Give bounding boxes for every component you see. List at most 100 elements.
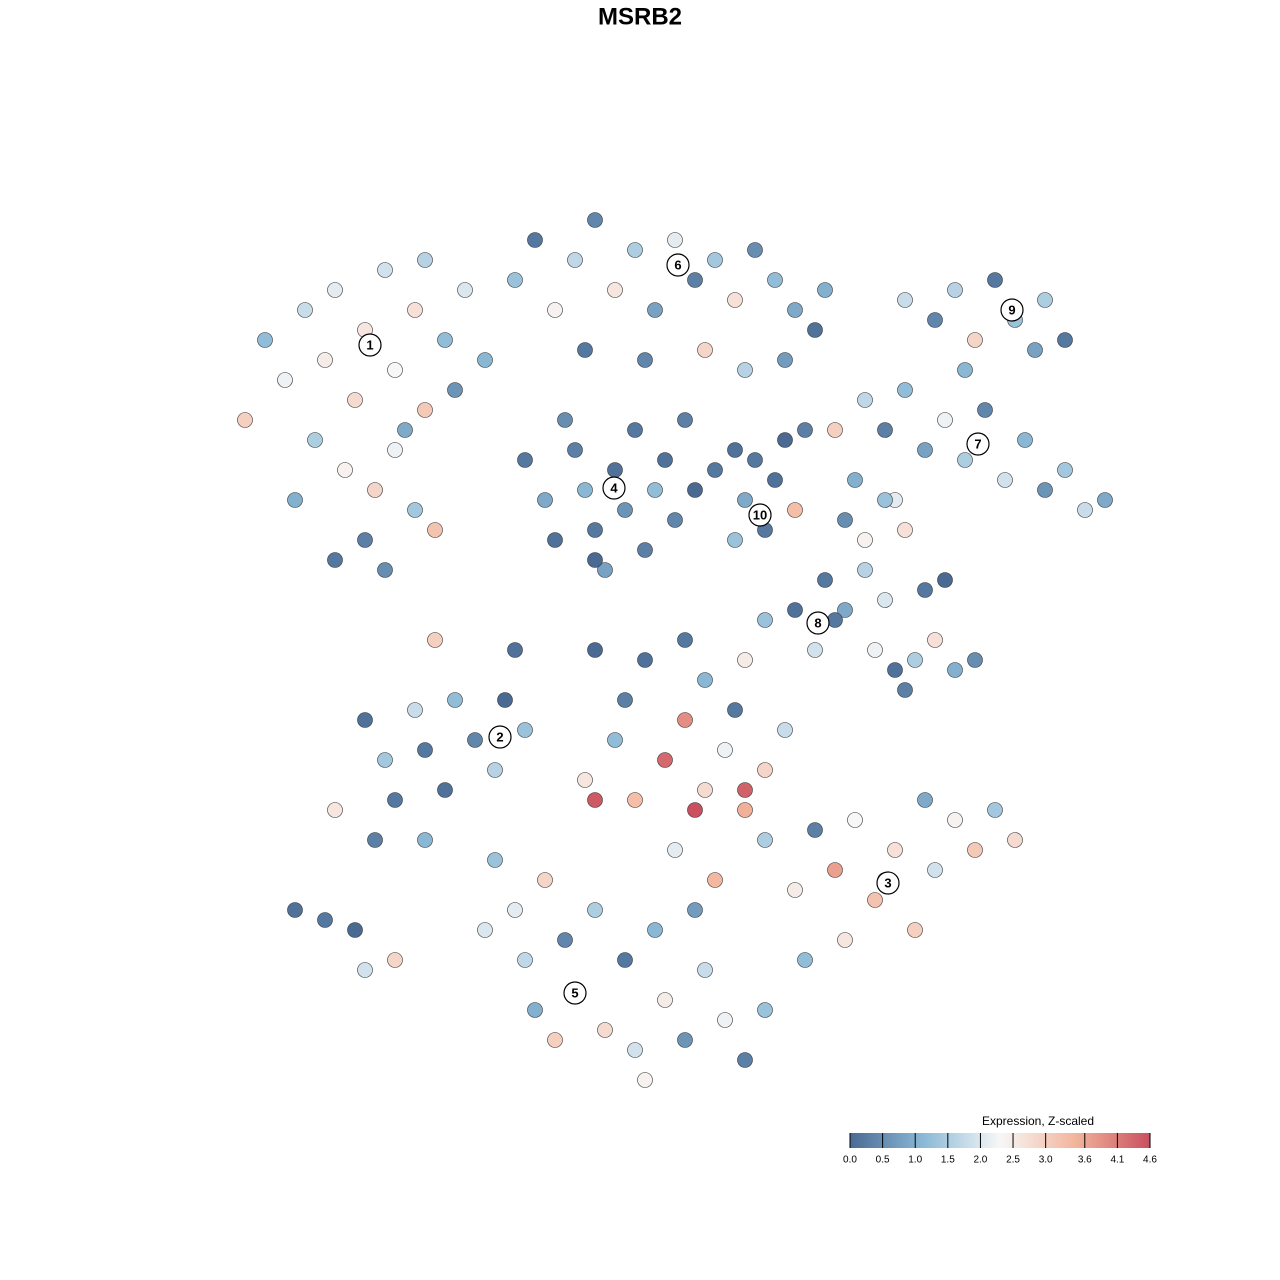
point xyxy=(427,522,443,538)
point xyxy=(587,642,603,658)
point xyxy=(797,422,813,438)
point xyxy=(407,302,423,318)
colorbar-tick-label: 1.5 xyxy=(941,1155,955,1166)
point xyxy=(987,272,1003,288)
point xyxy=(597,562,613,578)
cluster-badge xyxy=(602,476,626,500)
point xyxy=(817,282,833,298)
point xyxy=(1037,292,1053,308)
point xyxy=(587,212,603,228)
point xyxy=(557,932,573,948)
point xyxy=(917,582,933,598)
point xyxy=(967,842,983,858)
colorbar-tick-label: 0.5 xyxy=(876,1155,890,1166)
point xyxy=(727,702,743,718)
point xyxy=(757,1002,773,1018)
point xyxy=(327,802,343,818)
point xyxy=(907,922,923,938)
point xyxy=(387,792,403,808)
point xyxy=(637,652,653,668)
point xyxy=(687,482,703,498)
point xyxy=(857,392,873,408)
point xyxy=(257,332,273,348)
point xyxy=(417,742,433,758)
point xyxy=(977,402,993,418)
point xyxy=(477,922,493,938)
point xyxy=(687,272,703,288)
point xyxy=(897,682,913,698)
point xyxy=(457,282,473,298)
point xyxy=(397,422,413,438)
colorbar-tick-label: 4.1 xyxy=(1110,1155,1124,1166)
cluster-badge xyxy=(876,871,900,895)
cluster-label: 9 xyxy=(1008,302,1015,317)
point xyxy=(537,872,553,888)
point xyxy=(567,442,583,458)
point xyxy=(1057,332,1073,348)
point xyxy=(837,602,853,618)
point xyxy=(697,342,713,358)
point xyxy=(667,842,683,858)
point xyxy=(417,402,433,418)
point xyxy=(647,482,663,498)
point xyxy=(617,502,633,518)
point xyxy=(587,522,603,538)
point xyxy=(547,1032,563,1048)
point xyxy=(527,1002,543,1018)
point xyxy=(657,452,673,468)
cluster-badge xyxy=(488,725,512,749)
colorbar-tick-label: 2.0 xyxy=(973,1155,987,1166)
point xyxy=(997,472,1013,488)
point xyxy=(837,512,853,528)
point xyxy=(827,422,843,438)
point xyxy=(667,512,683,528)
point xyxy=(787,882,803,898)
point xyxy=(877,592,893,608)
point xyxy=(577,342,593,358)
point xyxy=(747,452,763,468)
cluster-badge xyxy=(966,432,990,456)
point xyxy=(777,352,793,368)
point xyxy=(507,272,523,288)
point xyxy=(787,302,803,318)
point xyxy=(987,802,1003,818)
cluster-label: 5 xyxy=(571,985,578,1000)
point xyxy=(677,412,693,428)
point xyxy=(387,362,403,378)
point xyxy=(937,572,953,588)
cluster-label: 4 xyxy=(610,480,618,495)
cluster-badge xyxy=(563,981,587,1005)
point xyxy=(537,492,553,508)
colorbar-tick-label: 1.0 xyxy=(908,1155,922,1166)
point xyxy=(817,572,833,588)
point xyxy=(337,462,353,478)
point xyxy=(647,302,663,318)
point xyxy=(737,802,753,818)
point xyxy=(947,662,963,678)
point xyxy=(737,652,753,668)
point xyxy=(717,1012,733,1028)
point xyxy=(697,962,713,978)
point xyxy=(517,952,533,968)
point xyxy=(757,762,773,778)
point xyxy=(927,312,943,328)
point xyxy=(547,302,563,318)
cluster-badge xyxy=(666,253,690,277)
point xyxy=(307,432,323,448)
point xyxy=(297,302,313,318)
point xyxy=(857,532,873,548)
cluster-label: 10 xyxy=(753,507,767,522)
point xyxy=(477,352,493,368)
point xyxy=(587,552,603,568)
point xyxy=(367,832,383,848)
point xyxy=(347,392,363,408)
cluster-label: 1 xyxy=(366,337,373,352)
point xyxy=(317,912,333,928)
point xyxy=(897,522,913,538)
point xyxy=(507,902,523,918)
point xyxy=(607,462,623,478)
point xyxy=(647,922,663,938)
cluster-label: 3 xyxy=(884,875,891,890)
point xyxy=(437,332,453,348)
